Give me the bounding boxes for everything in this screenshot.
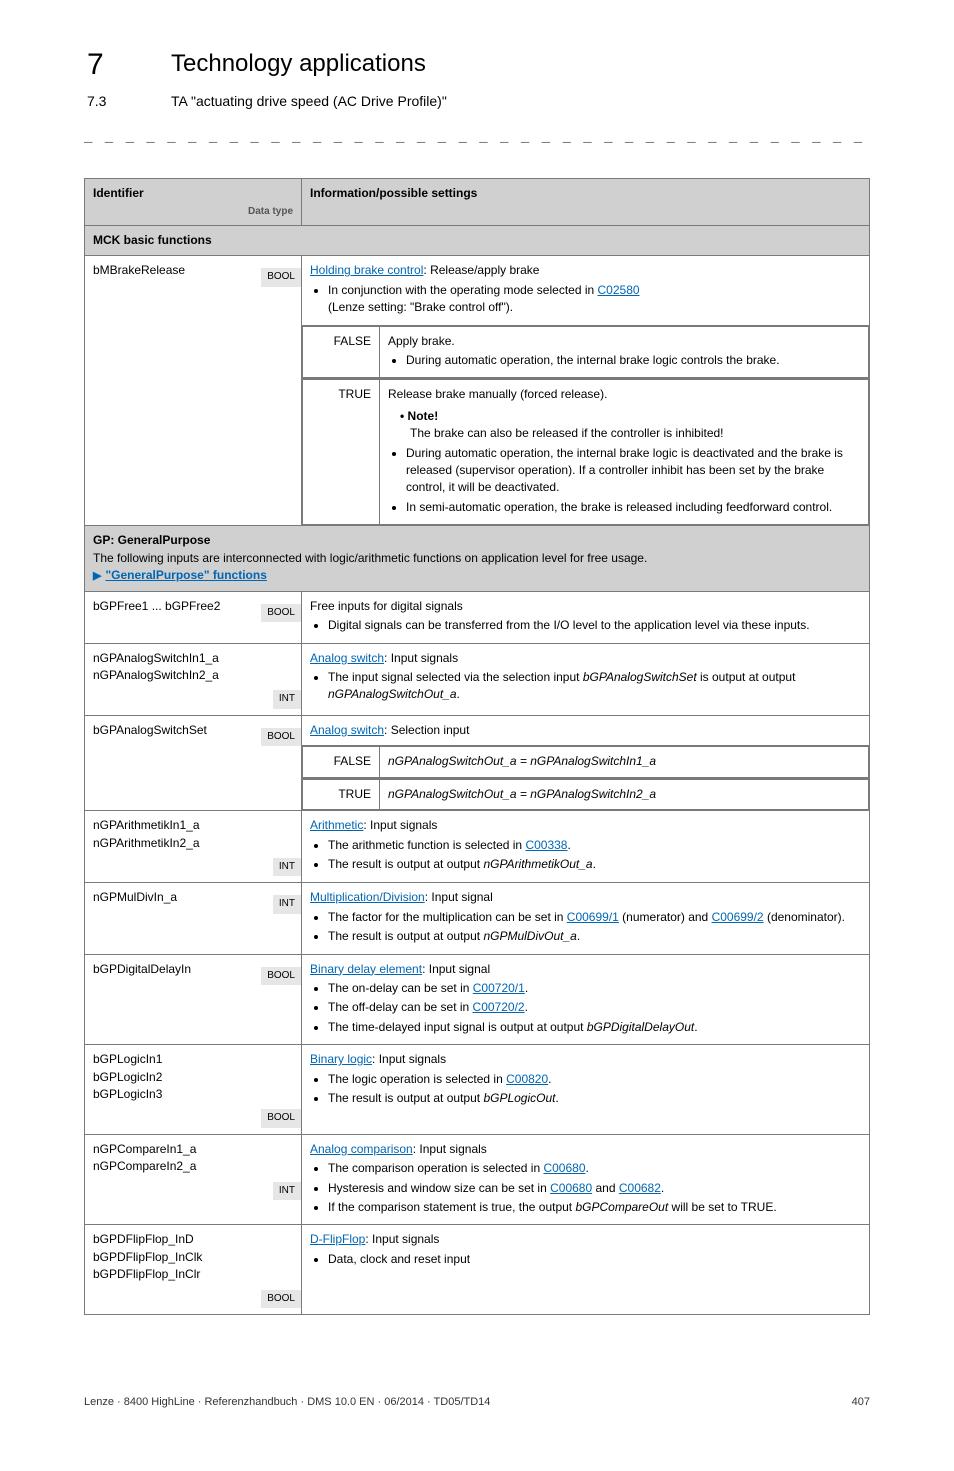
link-c00680[interactable]: C00680 <box>550 1181 592 1195</box>
link-c00338[interactable]: C00338 <box>525 838 567 852</box>
col-information: Information/possible settings <box>302 179 870 226</box>
param-id: bGPLogicIn1 <box>93 1051 301 1068</box>
datatype-badge: BOOL <box>261 1290 301 1309</box>
caret-icon: ▶ <box>93 570 101 582</box>
list-item: In semi-automatic operation, the brake i… <box>406 499 860 516</box>
list-item: The arithmetic function is selected in C… <box>328 837 861 854</box>
value-false: FALSE <box>303 747 380 777</box>
col-datatype-label: Data type <box>93 205 293 220</box>
link-arithmetic[interactable]: Arithmetic <box>310 818 363 832</box>
datatype-badge: BOOL <box>261 268 301 287</box>
section-title: TA "actuating drive speed (AC Drive Prof… <box>171 93 447 109</box>
list-item: The logic operation is selected in C0082… <box>328 1071 861 1088</box>
parameter-table: Identifier Data type Information/possibl… <box>84 178 870 1315</box>
link-analog-comparison[interactable]: Analog comparison <box>310 1142 413 1156</box>
param-id: bGPDFlipFlop_InClr <box>93 1266 301 1283</box>
text: The brake can also be released if the co… <box>410 425 860 442</box>
link-binary-logic[interactable]: Binary logic <box>310 1052 372 1066</box>
divider: _ _ _ _ _ _ _ _ _ _ _ _ _ _ _ _ _ _ _ _ … <box>84 128 870 148</box>
datatype-badge: INT <box>273 1182 301 1201</box>
datatype-badge: BOOL <box>261 1109 301 1128</box>
param-id: bMBrakeRelease <box>93 263 185 277</box>
param-id: bGPLogicIn3 <box>93 1086 301 1103</box>
link-c02580[interactable]: C02580 <box>598 283 640 297</box>
param-id: nGPCompareIn2_a <box>93 1158 301 1175</box>
link-c00720-2[interactable]: C00720/2 <box>473 1000 525 1014</box>
datatype-badge: INT <box>273 895 301 914</box>
list-item: Data, clock and reset input <box>328 1251 861 1268</box>
footer-left: Lenze · 8400 HighLine · Referenzhandbuch… <box>84 1395 490 1411</box>
datatype-badge: BOOL <box>261 604 301 623</box>
list-item: The off-delay can be set in C00720/2. <box>328 999 861 1016</box>
col-identifier: Identifier <box>93 186 144 200</box>
link-c00680[interactable]: C00680 <box>543 1161 585 1175</box>
link-c00682[interactable]: C00682 <box>619 1181 661 1195</box>
list-item: The result is output at output bGPLogicO… <box>328 1090 861 1107</box>
param-id: nGPArithmetikIn1_a <box>93 817 301 834</box>
param-id: nGPMulDivIn_a <box>93 890 177 904</box>
link-c00699-2[interactable]: C00699/2 <box>712 910 764 924</box>
param-id: bGPDFlipFlop_InD <box>93 1231 301 1248</box>
section-gp-title: GP: GeneralPurpose <box>93 532 861 549</box>
param-id: nGPCompareIn1_a <box>93 1141 301 1158</box>
link-c00720-1[interactable]: C00720/1 <box>473 981 525 995</box>
text: Apply brake. <box>388 334 455 348</box>
list-item: Digital signals can be transferred from … <box>328 617 861 634</box>
footer-page-number: 407 <box>852 1395 870 1411</box>
param-id: bGPFree1 ... bGPFree2 <box>93 599 220 613</box>
link-d-flipflop[interactable]: D-FlipFlop <box>310 1232 365 1246</box>
link-holding-brake[interactable]: Holding brake control <box>310 263 423 277</box>
param-id: nGPAnalogSwitchIn2_a <box>93 667 301 684</box>
chapter-number: 7 <box>87 48 104 81</box>
list-item: The on-delay can be set in C00720/1. <box>328 980 861 997</box>
text: Release brake manually (forced release). <box>388 387 607 401</box>
list-item: In conjunction with the operating mode s… <box>328 282 861 317</box>
section-mck: MCK basic functions <box>85 226 870 256</box>
param-id: nGPArithmetikIn2_a <box>93 835 301 852</box>
value-true: TRUE <box>303 380 380 525</box>
list-item: During automatic operation, the internal… <box>406 445 860 497</box>
link-gp-functions[interactable]: "GeneralPurpose" functions <box>105 568 266 582</box>
chapter-title: Technology applications <box>171 50 426 77</box>
link-binary-delay[interactable]: Binary delay element <box>310 962 422 976</box>
list-item: The comparison operation is selected in … <box>328 1160 861 1177</box>
section-number: 7.3 <box>87 93 106 109</box>
note-label: • Note! <box>400 409 438 423</box>
datatype-badge: BOOL <box>261 967 301 986</box>
list-item: The result is output at output nGPArithm… <box>328 856 861 873</box>
section-gp-desc: The following inputs are interconnected … <box>93 550 861 567</box>
list-item: If the comparison statement is true, the… <box>328 1199 861 1216</box>
param-id: nGPAnalogSwitchIn1_a <box>93 650 301 667</box>
value-true: TRUE <box>303 779 380 809</box>
list-item: The input signal selected via the select… <box>328 669 861 704</box>
param-id: bGPDFlipFlop_InClk <box>93 1249 301 1266</box>
param-id: bGPAnalogSwitchSet <box>93 723 207 737</box>
list-item: The result is output at output nGPMulDiv… <box>328 928 861 945</box>
link-analog-switch[interactable]: Analog switch <box>310 723 384 737</box>
param-id: bGPLogicIn2 <box>93 1069 301 1086</box>
text: nGPAnalogSwitchOut_a = nGPAnalogSwitchIn… <box>388 787 656 801</box>
datatype-badge: BOOL <box>261 728 301 747</box>
link-muldiv[interactable]: Multiplication/Division <box>310 890 425 904</box>
text: Free inputs for digital signals <box>310 599 463 613</box>
list-item: The time-delayed input signal is output … <box>328 1019 861 1036</box>
datatype-badge: INT <box>273 858 301 877</box>
list-item: Hysteresis and window size can be set in… <box>328 1180 861 1197</box>
list-item: The factor for the multiplication can be… <box>328 909 861 926</box>
param-id: bGPDigitalDelayIn <box>93 962 191 976</box>
page-header: 7 Technology applications 7.3 TA "actuat… <box>84 40 870 114</box>
link-c00820[interactable]: C00820 <box>506 1072 548 1086</box>
link-c00699-1[interactable]: C00699/1 <box>567 910 619 924</box>
value-false: FALSE <box>303 326 380 378</box>
datatype-badge: INT <box>273 690 301 709</box>
link-analog-switch[interactable]: Analog switch <box>310 651 384 665</box>
page-footer: Lenze · 8400 HighLine · Referenzhandbuch… <box>84 1395 870 1411</box>
text: nGPAnalogSwitchOut_a = nGPAnalogSwitchIn… <box>388 754 656 768</box>
list-item: During automatic operation, the internal… <box>406 352 860 369</box>
